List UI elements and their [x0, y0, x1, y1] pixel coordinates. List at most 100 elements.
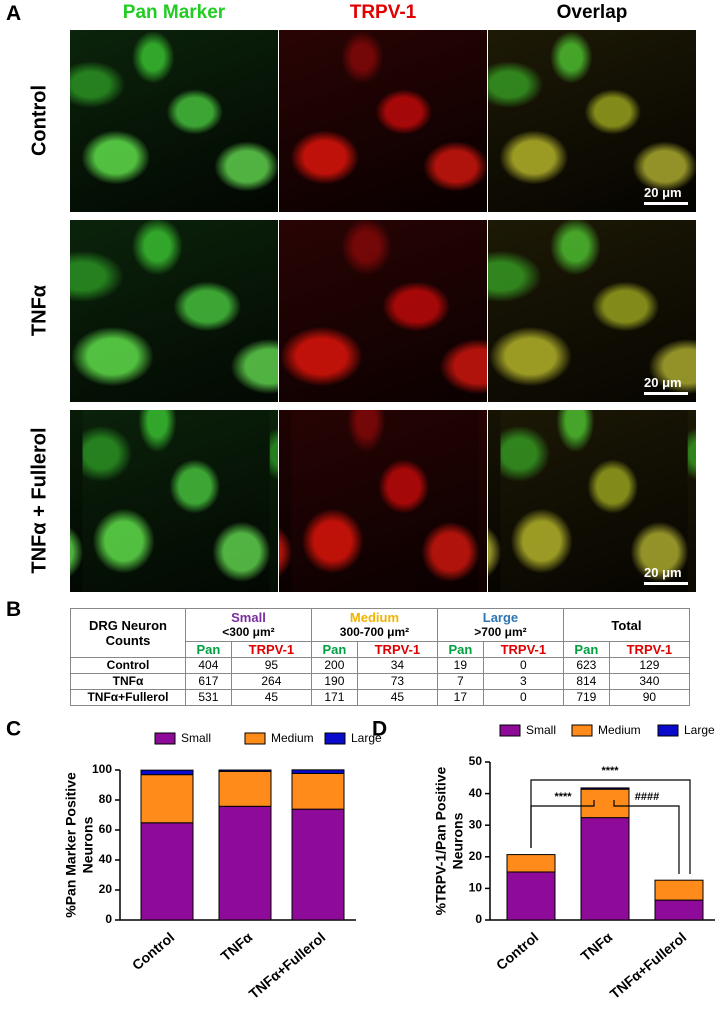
row-label: TNFα + Fullerol [28, 427, 51, 574]
legend-swatch [499, 724, 521, 737]
scale-bar [644, 202, 688, 205]
scale-bar-label: 20 μm [644, 565, 682, 580]
y-tick-label: 10 [469, 881, 483, 895]
legend-label: Medium [598, 723, 641, 737]
legend-swatch [657, 724, 679, 737]
y-tick-label: 100 [92, 762, 112, 776]
bar-segment [291, 769, 345, 774]
micrograph [488, 410, 696, 592]
panel-letter: B [6, 598, 22, 621]
y-axis-label: Neurons [450, 812, 466, 869]
cell-value: 90 [608, 689, 691, 706]
panel-letter: C [6, 718, 21, 741]
y-tick-label: 80 [99, 792, 113, 806]
y-tick-label: 0 [105, 912, 112, 926]
bar-segment [140, 822, 194, 921]
row-label: TNFα+Fullerol [70, 689, 186, 706]
x-tick-label: TNFα [218, 929, 256, 965]
table-corner: DRG Neuron Counts [70, 608, 186, 658]
significance-label: #### [635, 791, 659, 803]
subheader: Pan [310, 641, 358, 658]
y-axis-label: %TRPV-1/Pan Positive [433, 766, 449, 915]
column-header: TRPV-1 [349, 2, 417, 23]
micrograph [279, 220, 487, 402]
counts-table: DRG Neuron Counts Small <300 μm² Medium 300-… [70, 608, 691, 706]
scale-bar-label: 20 μm [644, 375, 682, 390]
bar-segment [506, 871, 556, 921]
bar-segment [218, 770, 272, 807]
panel-letter: D [372, 718, 387, 741]
legend-label: Small [181, 731, 211, 745]
cell-value: 171 [310, 689, 358, 706]
row-label: Control [28, 84, 51, 157]
micrograph [488, 220, 696, 402]
cell-value: 45 [356, 689, 438, 706]
subheader: TRPV-1 [482, 641, 564, 658]
x-tick-label: TNFα [578, 929, 616, 965]
subheader: TRPV-1 [608, 641, 691, 658]
bar-segment [580, 787, 630, 790]
bar-segment [580, 817, 630, 921]
bar-segment [140, 769, 194, 776]
bar-segment [506, 854, 556, 873]
cell-value: 719 [562, 689, 610, 706]
legend-swatch [154, 732, 176, 745]
cell-value: 17 [436, 689, 484, 706]
y-tick-label: 20 [99, 882, 113, 896]
scale-bar [644, 392, 688, 395]
bar-segment [654, 879, 704, 901]
cell-value: 45 [230, 689, 312, 706]
legend-label: Small [526, 723, 556, 737]
y-tick-label: 40 [99, 852, 113, 866]
group-size: <300 μm² [222, 625, 275, 639]
legend-label: Large [351, 731, 382, 745]
legend-swatch [324, 732, 346, 745]
group-name: Small [231, 610, 266, 625]
bar-segment [291, 772, 345, 810]
significance-label: **** [554, 791, 572, 803]
legend-label: Large [684, 723, 715, 737]
bar-segment [291, 808, 345, 921]
group-header: Small <300 μm² [185, 608, 312, 642]
group-size: 300-700 μm² [339, 625, 410, 639]
cell-value: 0 [482, 689, 564, 706]
y-axis-label: Neurons [80, 816, 96, 873]
header-row: DRG Neuron Counts Small <300 μm² Medium 300-… [70, 608, 691, 658]
bar-segment [580, 788, 630, 819]
group-header: Total [562, 608, 691, 642]
group-name: Total [611, 617, 642, 633]
column-header: Overlap [556, 2, 628, 23]
y-tick-label: 40 [469, 786, 483, 800]
bar-segment [218, 805, 272, 921]
y-tick-label: 30 [469, 817, 483, 831]
group-name: Large [482, 610, 519, 625]
micrograph [70, 410, 278, 592]
y-tick-label: 0 [475, 912, 482, 926]
cell-value: 200 [310, 657, 358, 674]
group-header: Large >700 μm² [436, 608, 564, 642]
micrograph [279, 410, 487, 592]
group-size: >700 μm² [474, 625, 527, 639]
significance-bracket [613, 800, 680, 874]
y-axis-label: %Pan Marker Positive [63, 772, 79, 918]
significance-label: **** [601, 765, 619, 777]
x-tick-label: TNFα+Fullerol [246, 929, 329, 1002]
panel-letter: A [6, 2, 22, 25]
micrograph [70, 30, 278, 212]
y-tick-label: 20 [469, 849, 483, 863]
cell-value: 95 [230, 657, 312, 674]
cell-value: 531 [185, 689, 232, 706]
legend-swatch [244, 732, 266, 745]
y-tick-label: 50 [469, 754, 483, 768]
bar-segment [140, 774, 194, 824]
bar-segment [218, 769, 272, 772]
micrograph [488, 30, 696, 212]
cell-value: 34 [356, 657, 438, 674]
x-tick-label: Control [493, 929, 541, 973]
x-tick-label: TNFα+Fullerol [607, 929, 690, 1002]
micrograph [279, 30, 487, 212]
bar-segment [654, 899, 704, 921]
micrograph [70, 220, 278, 402]
